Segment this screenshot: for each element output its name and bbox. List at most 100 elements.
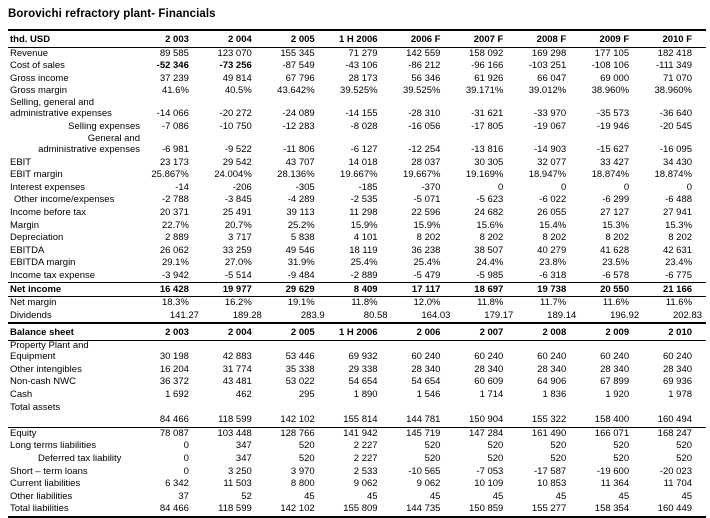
table-row: Income tax expense -3 942 -5 514 -9 484 -2 8… (8, 270, 706, 283)
cell: 11 503 (223, 478, 252, 490)
cell: 28 340 (411, 363, 441, 375)
cell: 8 202 (668, 232, 693, 244)
cell: -5 985 (476, 270, 504, 281)
cell: 123 070 (217, 47, 252, 59)
cell: 520 (550, 440, 567, 452)
cell: 69 000 (600, 72, 630, 84)
cell: 25.4% (350, 257, 378, 269)
cell: 56 346 (411, 72, 441, 84)
cell: 45 (366, 490, 378, 502)
cell: 69 936 (662, 376, 693, 388)
cell: 71 070 (662, 72, 693, 84)
table-row: Gross margin 41.6% 40.5% 43.642% 39.525% 39.5… (8, 85, 706, 98)
cell: 20 371 (159, 207, 189, 219)
cell: 28 037 (411, 156, 441, 168)
table-header-row: thd. USD 2 003 2 004 2 005 1 H 2006 2006 F 200… (8, 29, 706, 48)
cell: -19 946 (596, 121, 630, 133)
cell: 27 127 (600, 207, 630, 219)
cell: 22.7% (161, 219, 189, 231)
cell: -16 095 (659, 144, 693, 156)
cell: -31 621 (471, 108, 504, 120)
income-statement-table: thd. USD 2 003 2 004 2 005 1 H 2006 2006 F 200… (8, 29, 706, 322)
cell: 177 105 (594, 47, 630, 59)
cell: 8 202 (416, 232, 441, 244)
cell: 155 277 (531, 503, 567, 515)
cell: 2 227 (353, 453, 378, 465)
cell: 31.9% (287, 257, 315, 269)
cell: 0 (183, 465, 189, 477)
cell: 39.012% (528, 85, 567, 97)
cell: 84 466 (159, 414, 189, 426)
cell: -6 488 (665, 194, 693, 206)
cell: 36 238 (411, 244, 441, 256)
row-label: Deferred tax liability (38, 453, 122, 465)
cell: -108 106 (591, 60, 630, 72)
cell: 43.642% (277, 85, 315, 97)
row-label: Revenue (10, 47, 49, 59)
row-label: Cash (10, 389, 33, 401)
cell: -3 942 (161, 270, 189, 281)
cell: 15.6% (476, 219, 504, 231)
table-row: Total assets (8, 401, 706, 414)
cell: 520 (487, 440, 504, 452)
cell: 142 102 (280, 503, 315, 515)
cell: 23.4% (665, 257, 693, 269)
cell: 60 609 (474, 376, 504, 388)
cell: 49 546 (285, 244, 315, 256)
row-label: General and administrative expenses (38, 132, 140, 155)
cell: 11.7% (540, 297, 567, 309)
cell: 3 970 (290, 465, 315, 477)
cell: -24 089 (282, 108, 315, 120)
table-row: Other intengibles 16 204 31 774 35 338 29 33… (8, 364, 706, 377)
column-header: thd. USD (10, 33, 51, 45)
cell: -35 573 (596, 108, 630, 120)
cell: 38 507 (474, 244, 504, 256)
cell: 34 430 (662, 156, 693, 168)
cell: 1 836 (542, 389, 567, 401)
table-row: Other liabilities 37 52 45 45 45 45 45 45 45 (8, 491, 706, 504)
cell: 33 259 (222, 244, 252, 256)
cell: 69 932 (348, 351, 378, 363)
cell: 8 202 (542, 232, 567, 244)
row-label: Income tax expense (10, 270, 96, 281)
cell: 60 240 (474, 351, 504, 363)
cell: 32 077 (537, 156, 567, 168)
row-label: Depreciation (10, 232, 64, 244)
cell: 21 166 (662, 283, 693, 295)
cell: 179.17 (484, 309, 514, 321)
cell: 160 449 (657, 503, 693, 515)
cell: -20 272 (219, 108, 252, 120)
cell: 16 204 (159, 363, 189, 375)
cell: 67 796 (285, 72, 315, 84)
cell: 45 (492, 490, 504, 502)
cell: 11.6% (665, 297, 693, 309)
row-label: Net income (10, 283, 62, 295)
cell: -13 816 (471, 144, 504, 156)
cell: -20 545 (659, 121, 693, 133)
cell: 54 654 (411, 376, 441, 388)
cell: 89 585 (159, 47, 189, 59)
cell: 20 550 (600, 283, 630, 295)
cell: 189.14 (547, 309, 577, 321)
cell: 27.0% (224, 257, 252, 269)
cell: -7 086 (161, 121, 189, 133)
cell: 37 (178, 490, 189, 502)
cell: -111 349 (655, 60, 693, 72)
cell: 11.8% (351, 297, 378, 309)
cell: -6 981 (161, 144, 189, 156)
cell: -12 254 (408, 144, 441, 156)
cell: 66 047 (537, 72, 567, 84)
cell: 202.83 (672, 309, 703, 321)
cell: 2 227 (353, 440, 378, 452)
cell: 155 345 (280, 47, 315, 59)
cell: 150 904 (469, 414, 504, 426)
cell: 61 926 (474, 72, 504, 84)
cell: 28 340 (662, 363, 693, 375)
table-row: Non-cash NWC 36 372 43 481 53 022 54 654 54 6… (8, 376, 706, 389)
cell: 189.28 (232, 309, 262, 321)
cell: 29 542 (222, 156, 252, 168)
cell: 196.92 (610, 309, 640, 321)
cell: 40.5% (224, 85, 252, 97)
cell: 158 354 (594, 503, 630, 515)
